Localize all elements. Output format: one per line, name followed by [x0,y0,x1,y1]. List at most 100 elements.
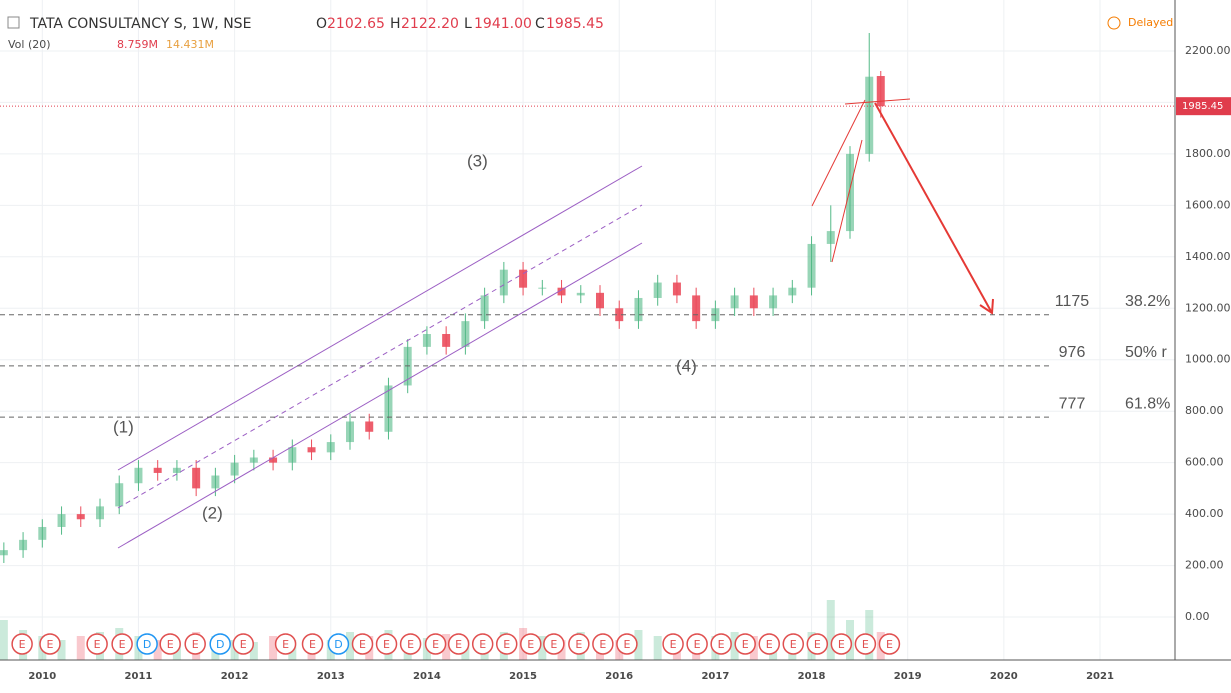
event-label: E [432,638,439,651]
collapse-icon[interactable] [7,16,20,29]
candle-body [538,287,547,289]
event-marker [111,633,133,655]
l-label: L [464,16,472,32]
channel-mid [117,204,643,509]
event-marker [424,633,447,655]
fib-levels: 1175 38.2% 976 50% r 777 61.8% [0,293,1170,418]
candle-body [249,457,258,463]
event-label: E [766,638,773,651]
event-marker [758,633,780,655]
volume-value: 8.759M [117,38,158,51]
event-label: E [694,638,701,651]
channel-line [117,165,643,471]
y-tick-label: 800.00 [1185,404,1224,417]
delayed: Delayed [1128,16,1173,29]
target-arrow [874,102,993,314]
candle-body [230,462,239,476]
y-tick-label: 1000.00 [1185,353,1231,366]
event-marker [136,633,158,655]
x-tick-label: 2016 [605,671,633,682]
event-marker [399,633,422,655]
event-marker [471,633,494,655]
candle-body [96,506,104,520]
event-label: E [94,638,101,651]
event-marker [209,633,231,655]
candle-body [365,421,374,432]
candle-body [307,447,316,453]
x-tick-label: 2019 [894,671,922,682]
event-marker [11,633,33,655]
event-label: E [527,638,534,651]
event-marker [447,633,470,655]
candle-body [76,514,85,520]
volume-bar [57,640,66,660]
fib-pct: 61.8% [1125,395,1170,412]
volume-bar [538,636,547,660]
event-marker [686,633,708,655]
candle-body [876,76,885,107]
candle-body [615,308,624,322]
x-tick-label: 2012 [221,671,249,682]
event-marker [301,633,324,655]
candle-body [865,76,874,154]
event-marker [568,633,590,655]
event-label: E [240,638,247,651]
candle-body [192,467,201,489]
fib-value: 976 [1059,344,1086,361]
wedge-line [831,139,863,263]
event-marker [543,633,565,655]
candle-body [326,442,335,453]
event-label: E [309,638,316,651]
h-label: H [390,16,401,32]
event-label: E [790,638,797,651]
volume-bar [653,636,662,660]
candle-body [730,295,739,309]
delayed-icon [1107,16,1121,30]
event-marker [86,633,108,655]
event-marker [854,633,877,655]
channel-line [117,242,643,549]
x-tick-label: 2014 [413,671,441,682]
event-label: D [334,638,342,651]
event-label: E [575,638,582,651]
candle-body [422,334,431,347]
event-marker [806,633,829,655]
y-tick-label: 0.00 [1185,610,1210,623]
arrow-head [979,298,994,315]
candle-body [807,243,816,288]
y-tick-label: 2200.00 [1185,44,1231,57]
event-label: E [838,638,845,651]
candle-body [134,467,143,484]
event-marker [184,633,206,655]
fib-pct: 50% r [1125,344,1167,361]
event-label: E [670,638,677,651]
event-label: E [623,638,630,651]
candle-body [672,282,681,296]
symbol-title: TATA CONSULTANCY S, 1W, NSE [29,16,251,32]
y-tick-label: 1600.00 [1185,198,1231,211]
event-label: E [550,638,557,651]
event-marker [375,633,398,655]
candle-body [692,295,701,322]
volume-bar [269,636,278,660]
wave-label: (1) [113,417,134,436]
candle-body [346,421,354,443]
event-label: E [479,638,486,651]
annotations: (1) (2) (3) (4) [113,151,697,522]
event-label: E [383,638,390,651]
candle-body [749,295,758,309]
candle-body [442,334,451,347]
volume-bar [153,640,162,660]
x-tick-label: 2015 [509,671,537,682]
event-label: E [192,638,199,651]
volume-bar [634,630,643,660]
candle-body [384,385,393,432]
candle-body [596,292,604,309]
candles [0,32,885,563]
y-tick-label: 600.00 [1185,456,1224,469]
l-value: 1941.00 [474,16,532,32]
event-marker [39,633,61,655]
event-label: E [455,638,462,651]
wedge-line [811,99,866,207]
